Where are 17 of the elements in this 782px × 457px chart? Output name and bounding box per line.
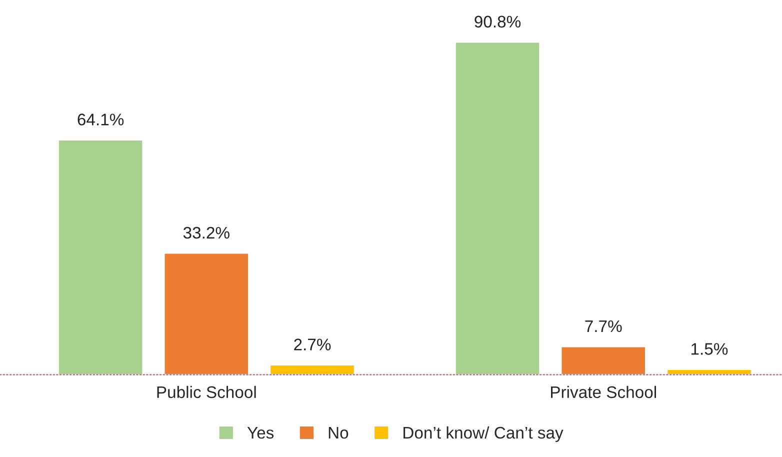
data-label: 90.8%: [474, 16, 521, 28]
data-label: 33.2%: [183, 226, 230, 239]
legend-label: Don’t know/ Can’t say: [404, 426, 564, 442]
x-tick-label: Public School: [157, 386, 256, 398]
bar: [666, 368, 752, 375]
data-label: 1.5%: [692, 343, 728, 355]
legend-label: No: [328, 427, 348, 439]
data-label: 64.1%: [78, 114, 124, 126]
bar: [163, 252, 250, 375]
bar: [560, 346, 646, 375]
legend-label: Yes: [247, 427, 274, 439]
bar: [269, 364, 356, 375]
data-label: 7.7%: [585, 320, 622, 332]
bar: [454, 41, 541, 375]
x-tick-label: Private School: [551, 386, 656, 398]
data-label: 2.7%: [294, 338, 331, 350]
bar: [58, 139, 144, 375]
